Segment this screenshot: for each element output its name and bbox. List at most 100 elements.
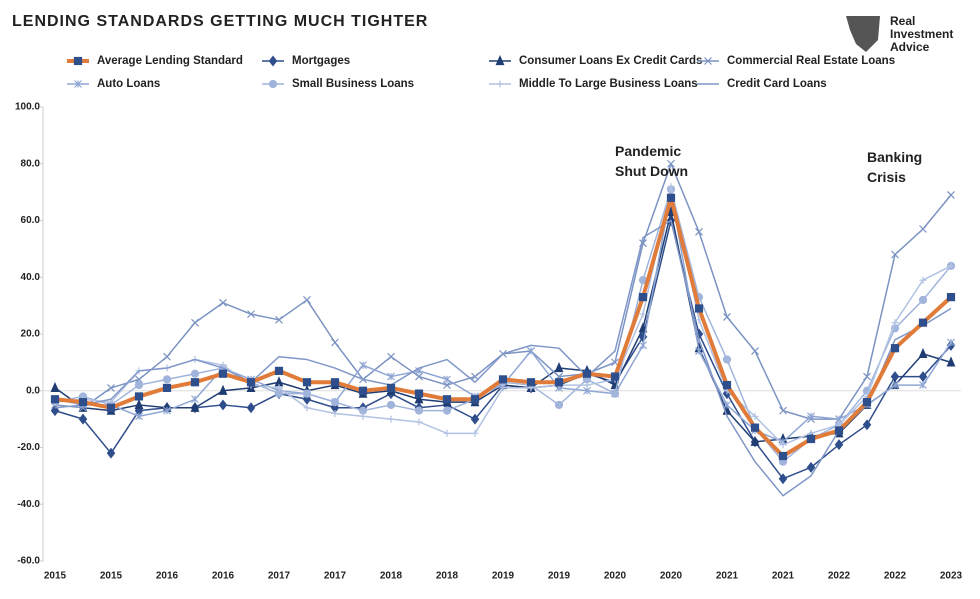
legend-label: Average Lending Standard xyxy=(97,55,243,67)
marker xyxy=(303,404,311,412)
marker xyxy=(443,429,451,437)
x-tick-label: 2020 xyxy=(660,571,683,582)
marker xyxy=(639,341,647,350)
marker xyxy=(891,319,899,327)
marker xyxy=(723,401,731,409)
marker xyxy=(414,393,424,404)
marker xyxy=(303,296,311,304)
marker xyxy=(694,304,704,313)
x-tick-label: 2023 xyxy=(940,571,963,582)
marker xyxy=(495,55,505,66)
marker xyxy=(246,402,256,414)
legend-label: Consumer Loans Ex Credit Cards xyxy=(519,55,702,67)
marker xyxy=(946,293,956,302)
marker xyxy=(219,298,227,307)
marker xyxy=(498,375,508,384)
legend-label: Small Business Loans xyxy=(292,78,414,90)
y-tick-label: 20.0 xyxy=(21,329,41,340)
x-tick-label: 2022 xyxy=(828,571,851,582)
marker xyxy=(135,412,143,421)
marker xyxy=(527,347,535,355)
marker xyxy=(191,318,199,327)
marker xyxy=(74,80,82,88)
marker xyxy=(891,381,899,389)
marker xyxy=(190,378,200,387)
x-tick-label: 2021 xyxy=(772,571,795,582)
marker xyxy=(554,400,564,410)
x-tick-label: 2015 xyxy=(44,571,67,582)
marker xyxy=(638,322,648,333)
marker xyxy=(834,426,844,435)
y-tick-label: 40.0 xyxy=(21,272,41,283)
x-tick-label: 2016 xyxy=(212,571,235,582)
marker xyxy=(862,419,872,431)
annotation: Pandemic xyxy=(615,143,681,159)
legend-label: Commercial Real Estate Loans xyxy=(727,55,895,67)
marker xyxy=(470,395,480,404)
marker xyxy=(583,381,591,389)
marker xyxy=(722,380,732,390)
marker xyxy=(918,347,928,358)
marker xyxy=(163,406,171,415)
marker xyxy=(554,362,564,373)
marker xyxy=(918,318,928,327)
marker xyxy=(387,415,395,423)
marker xyxy=(638,293,648,302)
marker xyxy=(387,372,395,381)
marker xyxy=(162,383,172,393)
marker xyxy=(722,355,732,364)
marker xyxy=(163,352,171,361)
marker xyxy=(443,375,451,384)
brand: Investment xyxy=(890,27,953,41)
marker xyxy=(331,409,339,417)
marker xyxy=(918,371,928,383)
marker xyxy=(414,389,424,398)
x-tick-label: 2020 xyxy=(604,571,627,582)
marker xyxy=(330,398,340,407)
annotation: Banking xyxy=(867,149,922,165)
y-tick-label: -20.0 xyxy=(17,442,40,453)
x-tick-label: 2022 xyxy=(884,571,907,582)
marker xyxy=(134,380,144,390)
x-tick-label: 2018 xyxy=(380,571,403,582)
marker xyxy=(863,372,871,381)
marker xyxy=(73,56,83,66)
legend-label: Mortgages xyxy=(292,55,350,67)
marker xyxy=(162,375,172,384)
y-tick-label: 0.0 xyxy=(26,385,40,396)
marker xyxy=(778,473,788,485)
marker xyxy=(78,413,88,425)
y-tick-label: 60.0 xyxy=(21,215,41,226)
y-tick-label: -40.0 xyxy=(17,499,40,510)
marker xyxy=(919,225,927,233)
marker xyxy=(750,423,760,432)
marker xyxy=(499,384,507,392)
x-tick-label: 2016 xyxy=(156,571,179,582)
marker xyxy=(751,412,759,420)
marker xyxy=(779,441,787,449)
marker xyxy=(190,401,200,412)
marker xyxy=(806,461,816,473)
marker xyxy=(106,447,116,459)
legend-label: Auto Loans xyxy=(97,78,160,90)
x-tick-label: 2017 xyxy=(324,571,347,582)
marker xyxy=(723,313,731,321)
x-tick-label: 2021 xyxy=(716,571,739,582)
marker xyxy=(274,366,284,375)
marker xyxy=(331,338,339,347)
marker xyxy=(919,381,927,389)
marker xyxy=(919,276,927,284)
marker xyxy=(947,191,955,199)
marker xyxy=(442,395,452,404)
marker xyxy=(695,227,703,236)
chart-title: LENDING STANDARDS GETTING MUCH TIGHTER xyxy=(12,13,428,30)
y-tick-label: -60.0 xyxy=(17,556,40,567)
marker xyxy=(330,378,340,387)
marker xyxy=(415,418,423,426)
marker xyxy=(358,386,368,395)
marker xyxy=(667,182,675,190)
marker xyxy=(359,412,367,420)
brand: Advice xyxy=(890,40,930,54)
marker xyxy=(750,435,760,446)
brand: Real xyxy=(890,14,915,28)
